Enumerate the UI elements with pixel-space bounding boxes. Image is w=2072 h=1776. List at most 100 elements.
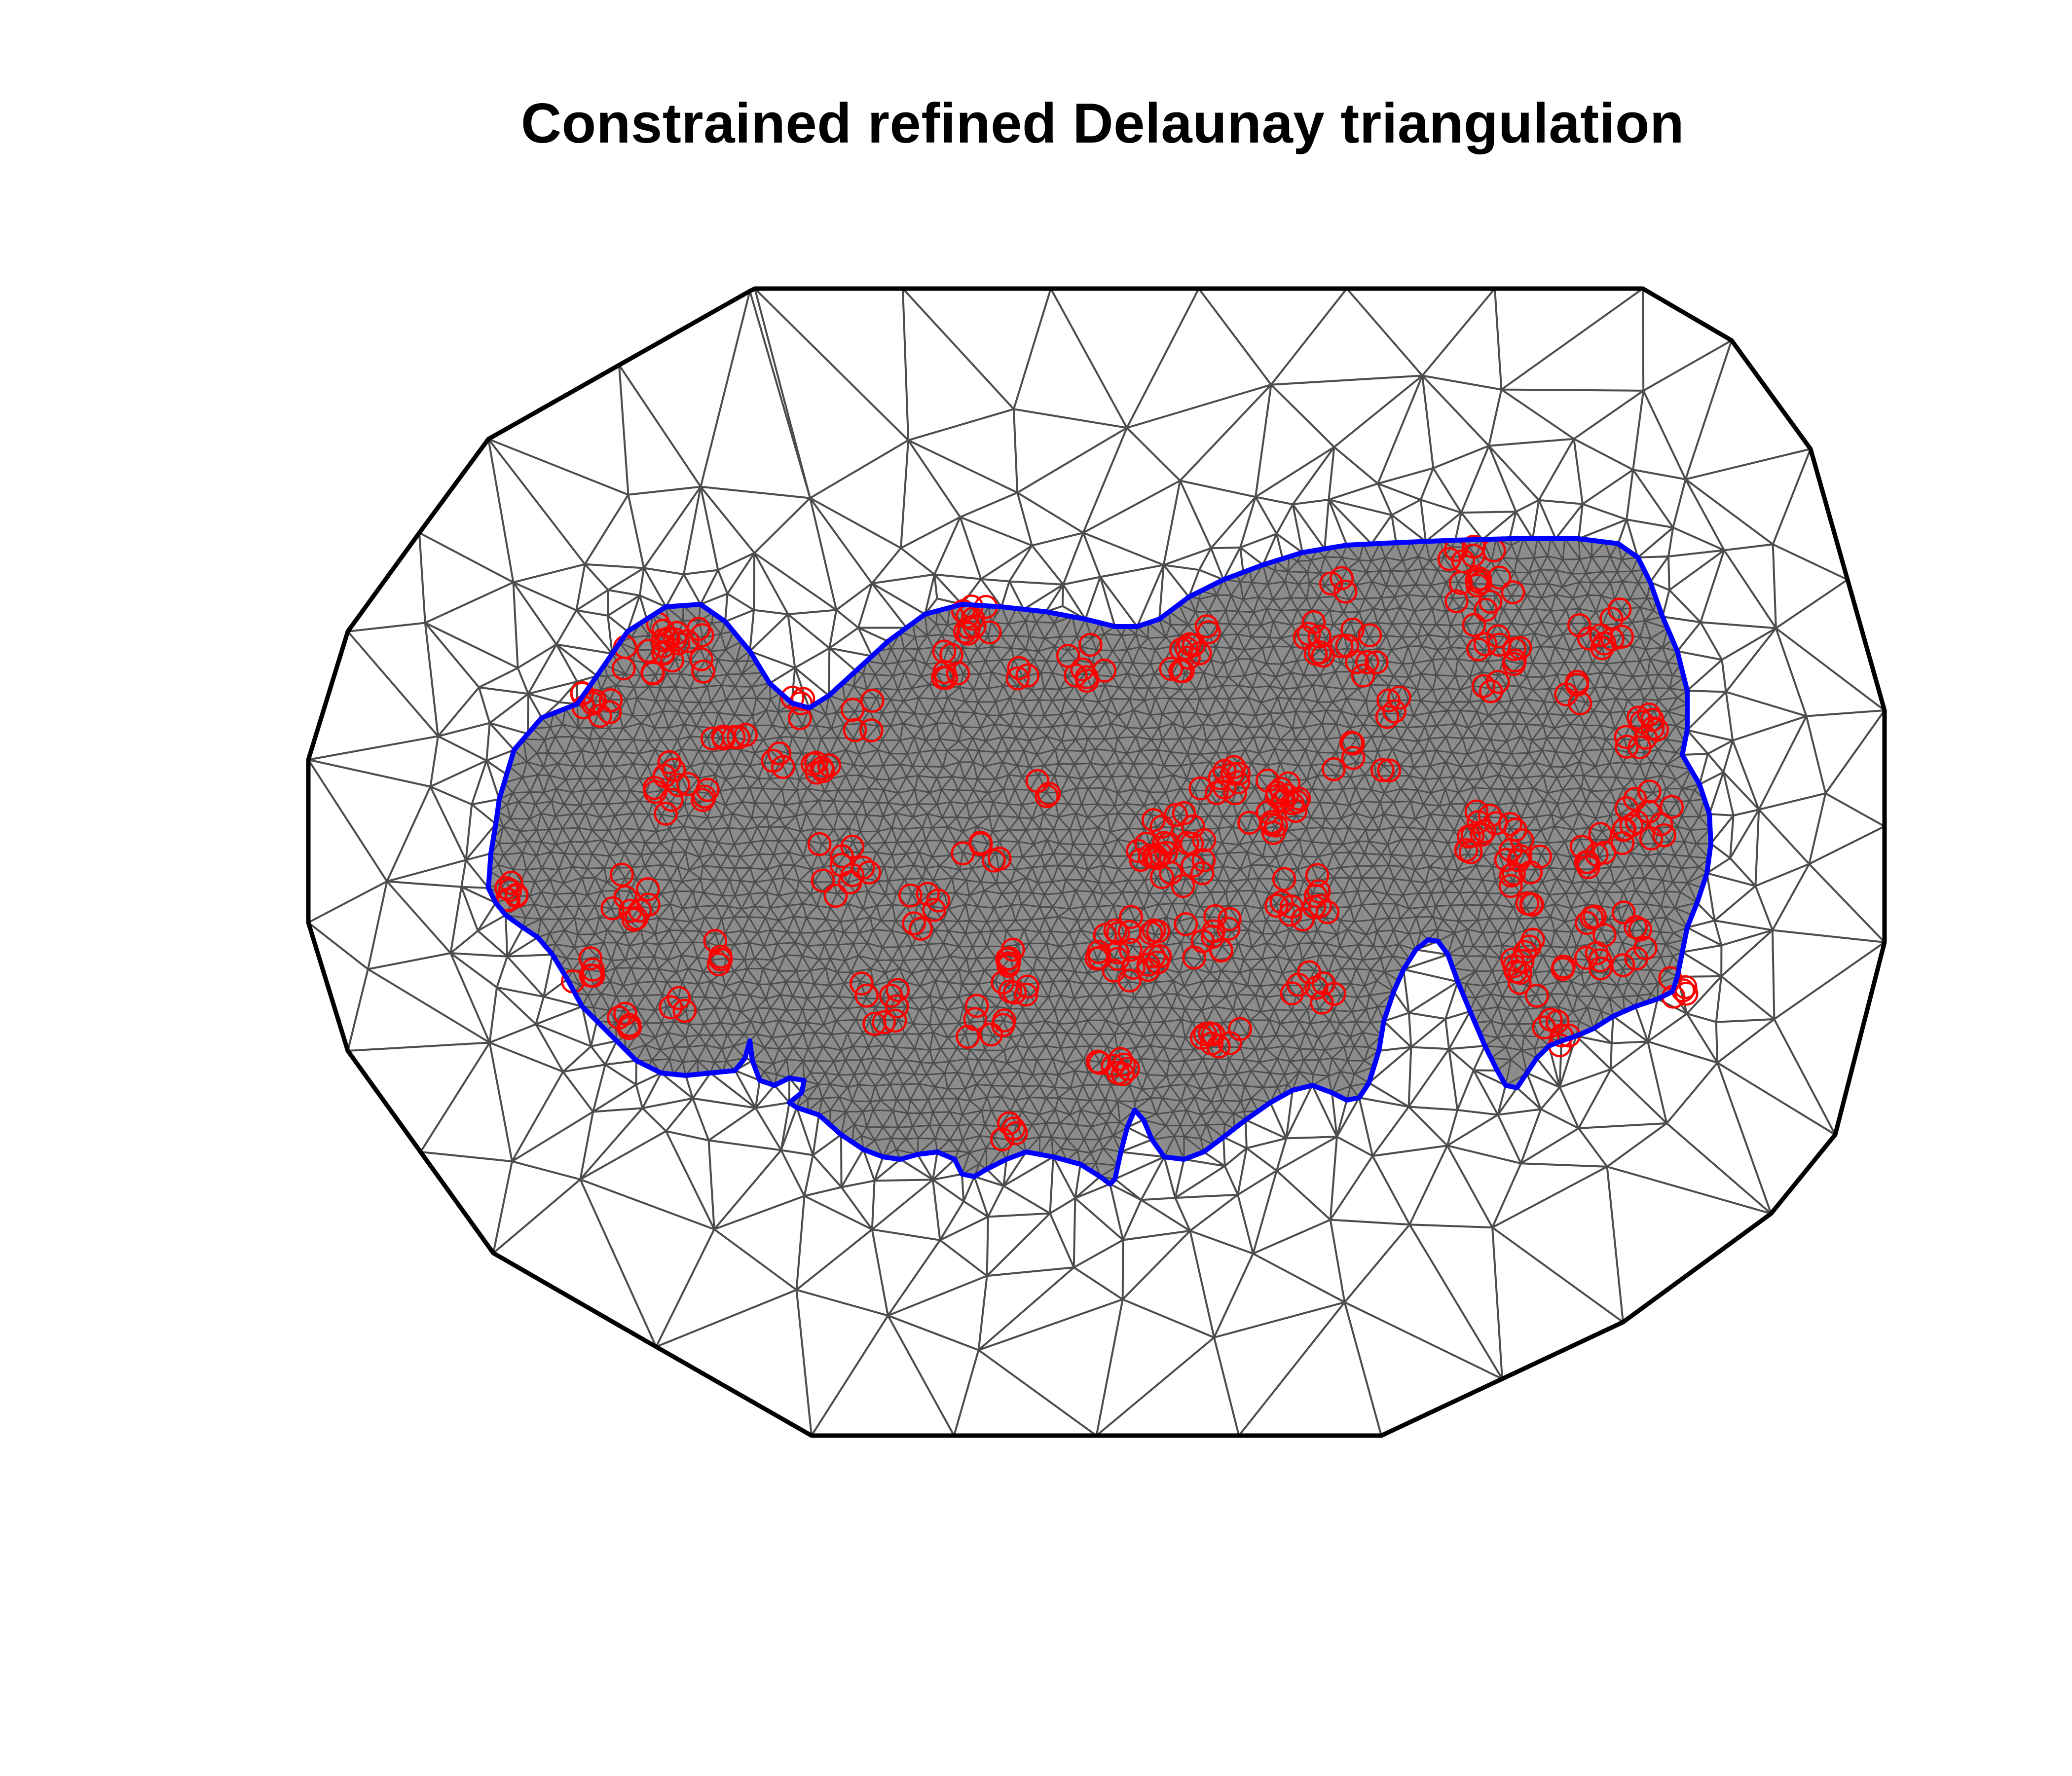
observation-point bbox=[1272, 788, 1296, 813]
observation-point bbox=[666, 986, 691, 1010]
observation-point bbox=[961, 607, 985, 631]
observation-point bbox=[1649, 812, 1673, 836]
observation-point bbox=[1370, 758, 1395, 782]
observation-point bbox=[1508, 636, 1532, 660]
observation-point bbox=[840, 698, 865, 722]
observation-point bbox=[1365, 650, 1389, 674]
observation-point bbox=[1174, 912, 1198, 936]
observation-point bbox=[1307, 625, 1332, 649]
observation-point bbox=[1315, 900, 1340, 925]
inner-constraint-boundary bbox=[486, 536, 1713, 1186]
observation-point bbox=[1322, 757, 1346, 781]
observation-point bbox=[953, 620, 977, 644]
observation-point bbox=[1568, 691, 1592, 715]
observation-point bbox=[979, 1022, 1003, 1047]
observation-point bbox=[1636, 799, 1661, 824]
observation-point bbox=[583, 689, 607, 713]
observation-point bbox=[1275, 783, 1299, 808]
observation-point bbox=[672, 999, 697, 1023]
observation-point bbox=[1303, 641, 1328, 666]
observation-point bbox=[1525, 984, 1549, 1008]
observation-point bbox=[1576, 850, 1600, 875]
observation-point bbox=[726, 725, 751, 750]
observation-point bbox=[1291, 907, 1315, 931]
observation-point bbox=[1310, 991, 1334, 1015]
observation-point bbox=[1269, 777, 1294, 801]
observation-point bbox=[1382, 699, 1406, 724]
observation-point bbox=[1502, 652, 1526, 676]
observation-point bbox=[1486, 624, 1511, 649]
observation-point bbox=[1464, 799, 1489, 824]
observation-point bbox=[1585, 843, 1609, 867]
observation-point bbox=[838, 870, 862, 894]
observation-point bbox=[1494, 848, 1518, 872]
observation-point bbox=[654, 802, 678, 826]
observation-point bbox=[934, 666, 958, 690]
observation-point bbox=[1387, 685, 1411, 710]
observation-point bbox=[1143, 843, 1167, 868]
observation-point bbox=[598, 688, 623, 712]
observation-point bbox=[504, 884, 529, 908]
observation-point bbox=[642, 776, 667, 800]
observation-point bbox=[1196, 620, 1221, 644]
observation-point bbox=[1615, 735, 1639, 759]
observation-point bbox=[1175, 636, 1199, 661]
observation-point bbox=[1168, 659, 1192, 683]
observation-point bbox=[1086, 940, 1111, 964]
observation-point bbox=[791, 687, 815, 711]
observation-point bbox=[1502, 954, 1526, 978]
observation-point bbox=[1278, 902, 1302, 927]
observation-point bbox=[1116, 1057, 1140, 1081]
observation-point bbox=[1466, 810, 1491, 834]
observation-point bbox=[1221, 755, 1246, 779]
observation-point bbox=[1150, 865, 1174, 889]
observation-point bbox=[1141, 808, 1166, 832]
observation-point bbox=[610, 862, 634, 887]
observation-point bbox=[1064, 663, 1088, 688]
observation-point bbox=[1269, 890, 1294, 914]
observation-point bbox=[1103, 919, 1128, 943]
observation-point bbox=[613, 1001, 637, 1026]
observation-point bbox=[1341, 746, 1366, 770]
observation-point bbox=[1660, 795, 1684, 819]
observation-point bbox=[1498, 812, 1522, 836]
observation-point bbox=[662, 758, 686, 782]
observation-point bbox=[1358, 623, 1382, 647]
observation-point bbox=[1483, 811, 1508, 835]
observation-point bbox=[1461, 544, 1485, 568]
observation-point bbox=[1519, 892, 1544, 917]
observation-point bbox=[600, 896, 625, 921]
observation-point bbox=[1142, 918, 1166, 943]
observation-point bbox=[690, 623, 714, 647]
observation-point bbox=[1188, 776, 1213, 801]
observation-point bbox=[1092, 658, 1116, 683]
observation-point bbox=[857, 860, 882, 885]
observation-point bbox=[1159, 657, 1183, 681]
observation-point bbox=[1623, 787, 1647, 811]
observation-point bbox=[990, 1127, 1014, 1151]
observation-point bbox=[666, 773, 691, 797]
observation-point bbox=[1201, 1022, 1225, 1047]
observation-point bbox=[1004, 1121, 1028, 1146]
observation-point bbox=[1117, 920, 1142, 944]
observation-point bbox=[1226, 770, 1250, 795]
observation-point bbox=[1499, 863, 1523, 888]
observation-point bbox=[1005, 666, 1030, 691]
observation-point bbox=[1146, 950, 1170, 975]
observation-point bbox=[1118, 937, 1143, 962]
observation-point bbox=[956, 1025, 980, 1049]
observation-point bbox=[651, 634, 676, 659]
observation-point bbox=[1569, 835, 1594, 859]
observation-point bbox=[1599, 607, 1624, 631]
observation-point bbox=[1259, 810, 1284, 834]
observation-point bbox=[1624, 946, 1649, 971]
observation-point bbox=[675, 629, 700, 653]
outer-boundary-line bbox=[306, 286, 1887, 1438]
observation-point bbox=[703, 929, 727, 953]
observation-point bbox=[1015, 974, 1039, 999]
observation-point bbox=[780, 685, 805, 710]
observation-point bbox=[1640, 708, 1665, 732]
observation-point bbox=[811, 868, 835, 893]
observation-point bbox=[1177, 646, 1201, 670]
observation-point bbox=[636, 877, 660, 901]
